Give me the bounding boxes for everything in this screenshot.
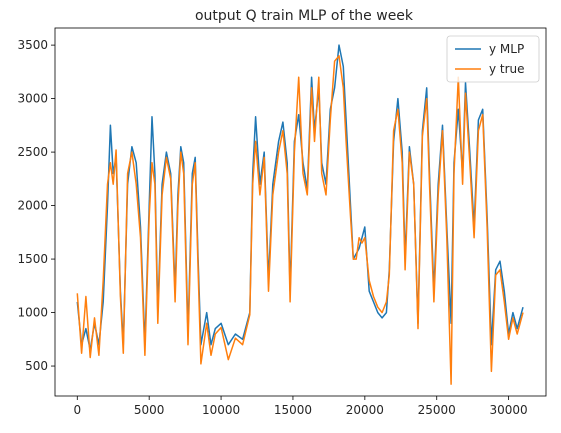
legend-label: y true <box>489 62 525 76</box>
x-tick-label: 0 <box>73 403 81 417</box>
x-tick-label: 10000 <box>202 403 240 417</box>
y-axis: 500 1000 1500 2000 2500 3000 3500 <box>17 38 55 373</box>
y-tick-label: 2500 <box>17 145 48 159</box>
axes-frame <box>54 27 547 397</box>
x-tick-label: 5000 <box>134 403 165 417</box>
chart-title: output Q train MLP of the week <box>195 8 414 24</box>
y-tick-label: 500 <box>25 359 48 373</box>
x-tick-label: 30000 <box>490 403 528 417</box>
plot-area <box>54 27 547 397</box>
legend-label: y MLP <box>489 42 524 56</box>
y-tick-label: 3000 <box>17 92 48 106</box>
legend: y MLP y true <box>446 35 540 83</box>
y-tick-label: 2000 <box>17 199 48 213</box>
series-line-y-true <box>76 55 524 385</box>
legend-box <box>446 35 540 83</box>
x-tick-label: 20000 <box>346 403 384 417</box>
x-tick-label: 15000 <box>274 403 312 417</box>
series-line-y-mlp <box>76 44 524 351</box>
y-tick-label: 1000 <box>17 306 48 320</box>
y-tick-label: 1500 <box>17 252 48 266</box>
x-tick-label: 25000 <box>418 403 456 417</box>
y-tick-label: 3500 <box>17 38 48 52</box>
x-axis: 0 5000 10000 15000 20000 25000 30000 <box>73 396 528 417</box>
